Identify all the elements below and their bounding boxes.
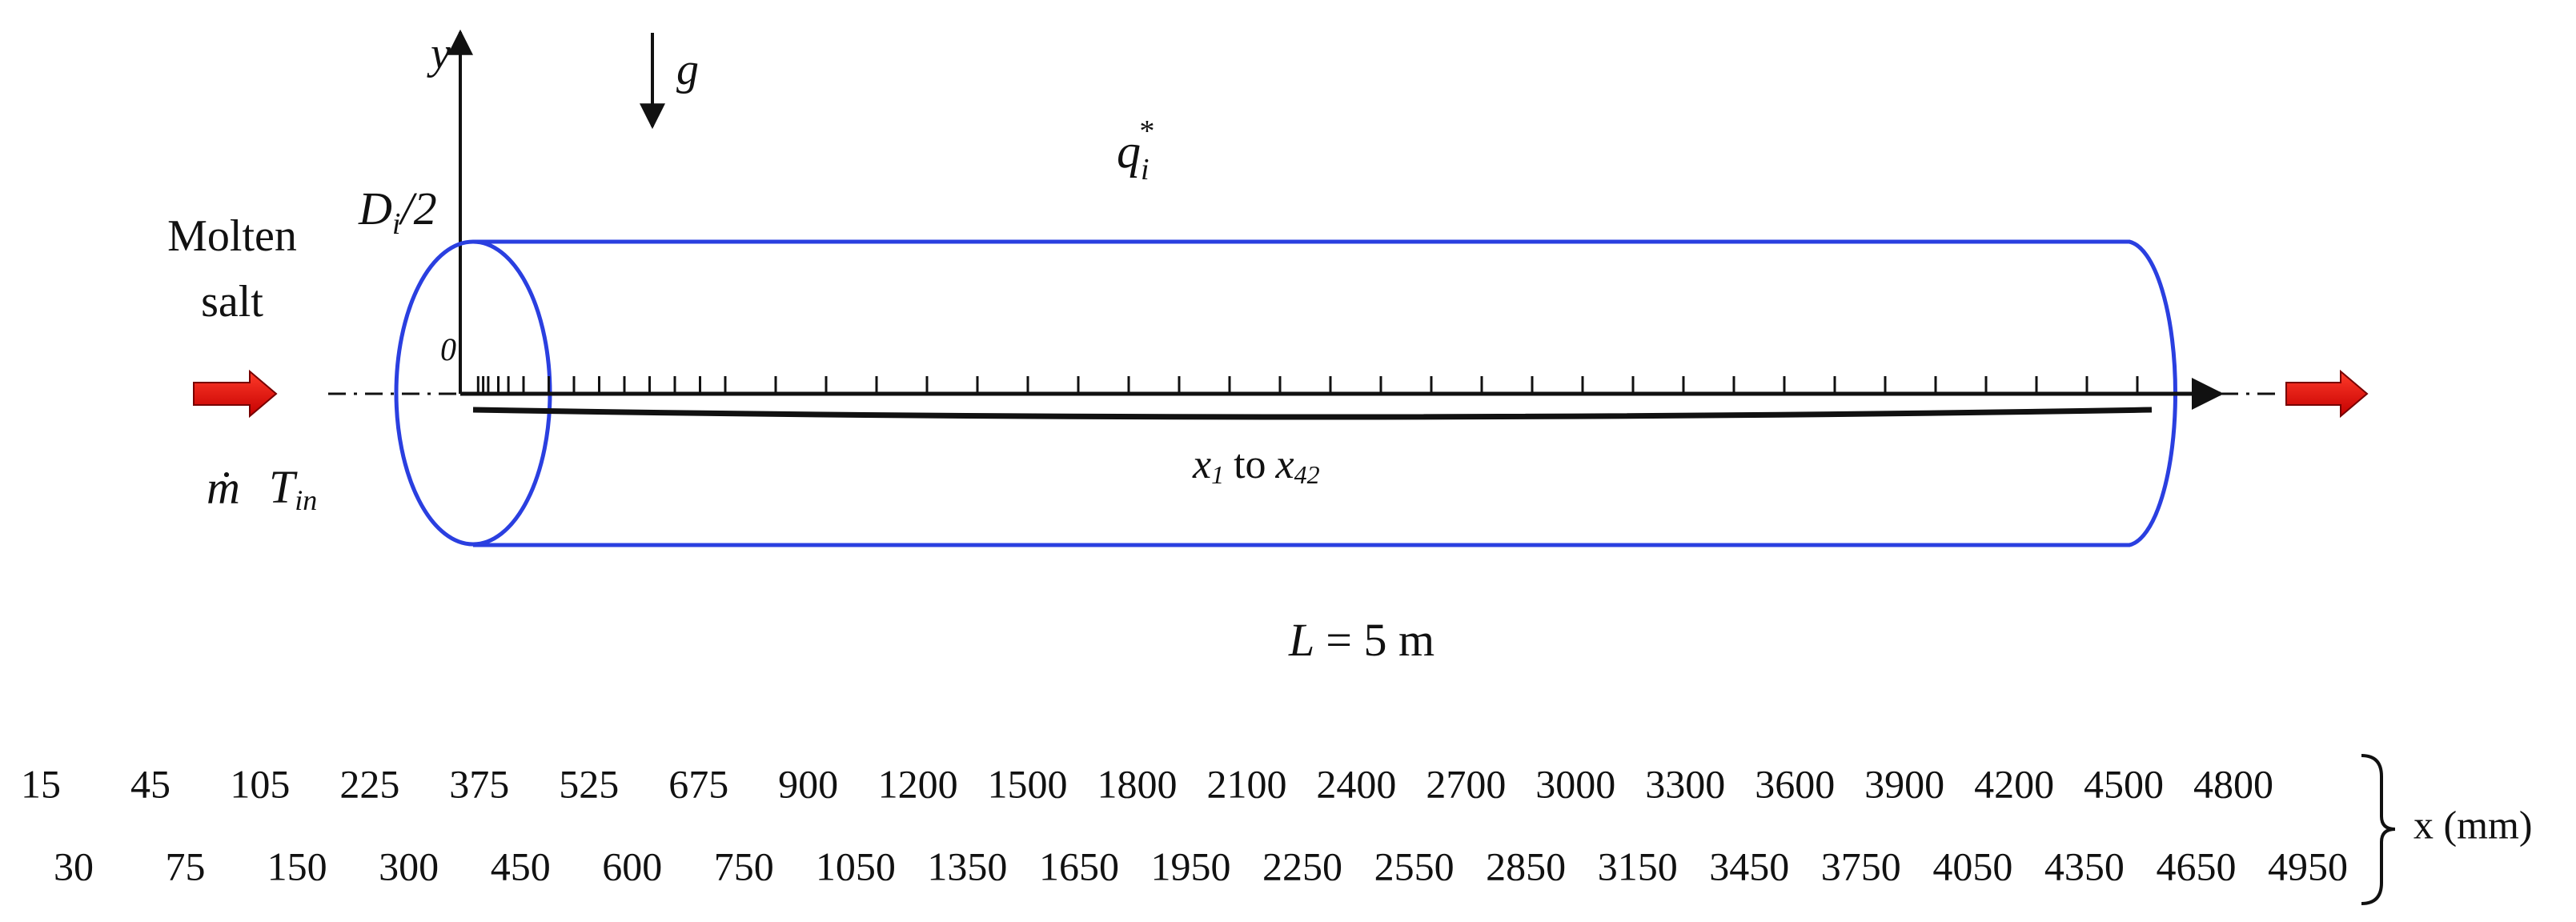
gravity-label: g — [676, 45, 699, 94]
position-value: 3450 — [1709, 844, 1789, 888]
mass-flow-label: ṁ — [207, 461, 240, 513]
position-value: 3600 — [1755, 761, 1835, 806]
position-value: 1500 — [988, 761, 1068, 806]
position-value: 375 — [449, 761, 509, 806]
position-value: 300 — [379, 844, 439, 888]
position-value: 45 — [130, 761, 171, 806]
position-value: 1950 — [1151, 844, 1231, 888]
inlet-temp-label: Tin — [269, 461, 317, 516]
position-value: 225 — [339, 761, 399, 806]
probe-ticks — [476, 376, 2139, 394]
inlet-label: salt — [201, 277, 263, 327]
probe-range-label: x1 to x42 — [1192, 442, 1320, 489]
position-value: 3150 — [1598, 844, 1678, 888]
position-value: 2250 — [1262, 844, 1342, 888]
position-value: 30 — [54, 844, 94, 888]
heated-wall — [472, 407, 2153, 420]
position-value: 3900 — [1864, 761, 1944, 806]
position-value: 3750 — [1821, 844, 1901, 888]
position-value: 4350 — [2044, 844, 2125, 888]
radius-label: Di/2 — [358, 182, 437, 240]
position-value: 2550 — [1374, 844, 1455, 888]
length-label: L = 5 m — [1288, 614, 1434, 666]
brace — [2361, 754, 2396, 905]
position-value: 1350 — [927, 844, 1007, 888]
position-value: 1650 — [1039, 844, 1119, 888]
position-value: 3300 — [1645, 761, 1725, 806]
inlet-arrow — [193, 369, 278, 419]
position-value: 2400 — [1316, 761, 1396, 806]
position-value: 450 — [491, 844, 551, 888]
position-value: 4200 — [1974, 761, 2054, 806]
position-value: 1200 — [878, 761, 958, 806]
y-label: y — [427, 29, 451, 78]
origin-label: 0 — [440, 331, 456, 367]
position-value: 2100 — [1206, 761, 1286, 806]
position-value: 2850 — [1486, 844, 1566, 888]
position-value: 1800 — [1097, 761, 1178, 806]
inlet-label: Molten — [167, 211, 297, 261]
outlet-arrow — [2285, 369, 2369, 419]
position-value: 675 — [668, 761, 728, 806]
position-value: 4500 — [2084, 761, 2164, 806]
position-value: 150 — [267, 844, 327, 888]
position-value: 75 — [166, 844, 206, 888]
position-list: 15 45 105 225 375 525 675 900 1200 1500 1800 2100 24… — [21, 761, 2348, 888]
position-value: 15 — [21, 761, 61, 806]
position-value: 2700 — [1426, 761, 1506, 806]
position-value: 3000 — [1535, 761, 1615, 806]
heat-flux-label: qi* — [1117, 114, 1154, 186]
position-value: 900 — [778, 761, 838, 806]
unit-label: x (mm) — [2413, 802, 2533, 847]
position-value: 750 — [714, 844, 774, 888]
position-value: 1050 — [816, 844, 896, 888]
position-value: 105 — [230, 761, 290, 806]
position-value: 525 — [559, 761, 619, 806]
position-value: 4650 — [2156, 844, 2236, 888]
position-value: 4800 — [2193, 761, 2273, 806]
position-value: 600 — [602, 844, 662, 888]
position-value: 4050 — [1932, 844, 2012, 888]
position-value: 4950 — [2268, 844, 2348, 888]
